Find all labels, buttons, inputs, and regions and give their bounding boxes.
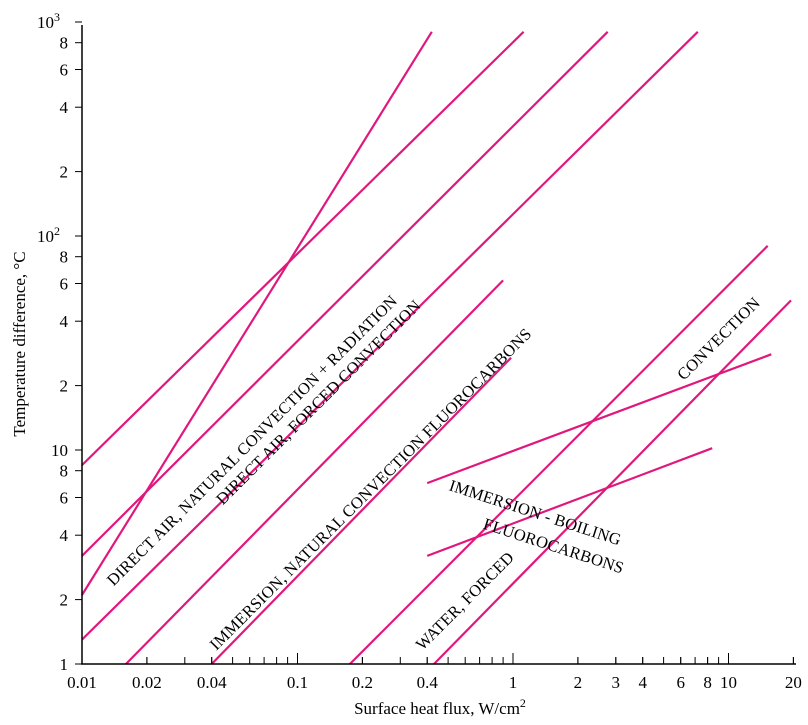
x-tick-label: 0.04 — [197, 673, 227, 692]
x-tick-label: 10 — [720, 673, 737, 692]
x-tick-label: 0.1 — [287, 673, 308, 692]
x-tick-label: 0.2 — [352, 673, 373, 692]
y-tick-label: 2 — [60, 163, 69, 182]
x-tick-label: 4 — [638, 673, 647, 692]
y-tick-label: 6 — [60, 275, 69, 294]
series-line-6 — [210, 356, 512, 665]
series-line-8 — [433, 299, 792, 665]
x-tick-label: 1 — [509, 673, 518, 692]
band-label-4: CONVECTION — [673, 293, 764, 384]
y-tick-label: 8 — [60, 248, 69, 267]
x-tick-label: 8 — [703, 673, 712, 692]
series-line-5 — [125, 279, 504, 665]
band-labels: DIRECT AIR, NATURAL CONVECTION + RADIATI… — [103, 291, 764, 654]
x-tick-label: 0.02 — [132, 673, 162, 692]
y-tick-label: 4 — [60, 98, 69, 117]
y-tick-label: 8 — [60, 34, 69, 53]
x-tick-label: 0.01 — [67, 673, 97, 692]
x-tick-label: 6 — [676, 673, 685, 692]
band-label-7: WATER, FORCED — [412, 548, 518, 654]
y-tick-label: 1 — [60, 655, 69, 674]
y-tick-label: 6 — [60, 489, 69, 508]
y-tick-superscript: 3 — [54, 10, 60, 24]
series-line-4 — [81, 31, 699, 641]
y-tick-superscript: 2 — [54, 224, 60, 238]
series-line-2 — [81, 31, 525, 466]
y-axis-title: Temperature difference, °C — [10, 251, 29, 436]
x-tick-label: 2 — [574, 673, 583, 692]
series-lines — [81, 31, 792, 665]
axis-ticks: 0.01 0.02 0.04 0.1 0.2 0.4 1 2 3 4 6 8 10 20124681024… — [37, 10, 802, 692]
band-label-1: DIRECT AIR, NATURAL CONVECTION + RADIATI… — [103, 291, 401, 589]
x-tick-label: 0.4 — [417, 673, 439, 692]
y-tick-label: 2 — [60, 377, 69, 396]
y-tick-label: 103 — [37, 10, 60, 32]
series-line-1 — [81, 31, 433, 596]
y-tick-label: 6 — [60, 61, 69, 80]
series-line-10 — [426, 447, 713, 557]
series-line-7 — [349, 245, 769, 665]
y-tick-label: 8 — [60, 462, 69, 481]
x-tick-label: 3 — [612, 673, 621, 692]
y-tick-label: 10 — [51, 441, 68, 460]
x-axis-title: Surface heat flux, W/cm2 — [354, 696, 526, 718]
axes — [81, 25, 796, 665]
series-line-3 — [81, 31, 609, 557]
x-axis-title-text: Surface heat flux, W/cm — [354, 699, 520, 718]
y-tick-label: 102 — [37, 224, 60, 246]
y-tick-label: 2 — [60, 591, 69, 610]
y-tick-label: 4 — [60, 312, 69, 331]
x-axis-title-superscript: 2 — [520, 696, 526, 710]
y-tick-label: 4 — [60, 526, 69, 545]
x-tick-label: 20 — [785, 673, 802, 692]
series-line-9 — [426, 353, 772, 485]
